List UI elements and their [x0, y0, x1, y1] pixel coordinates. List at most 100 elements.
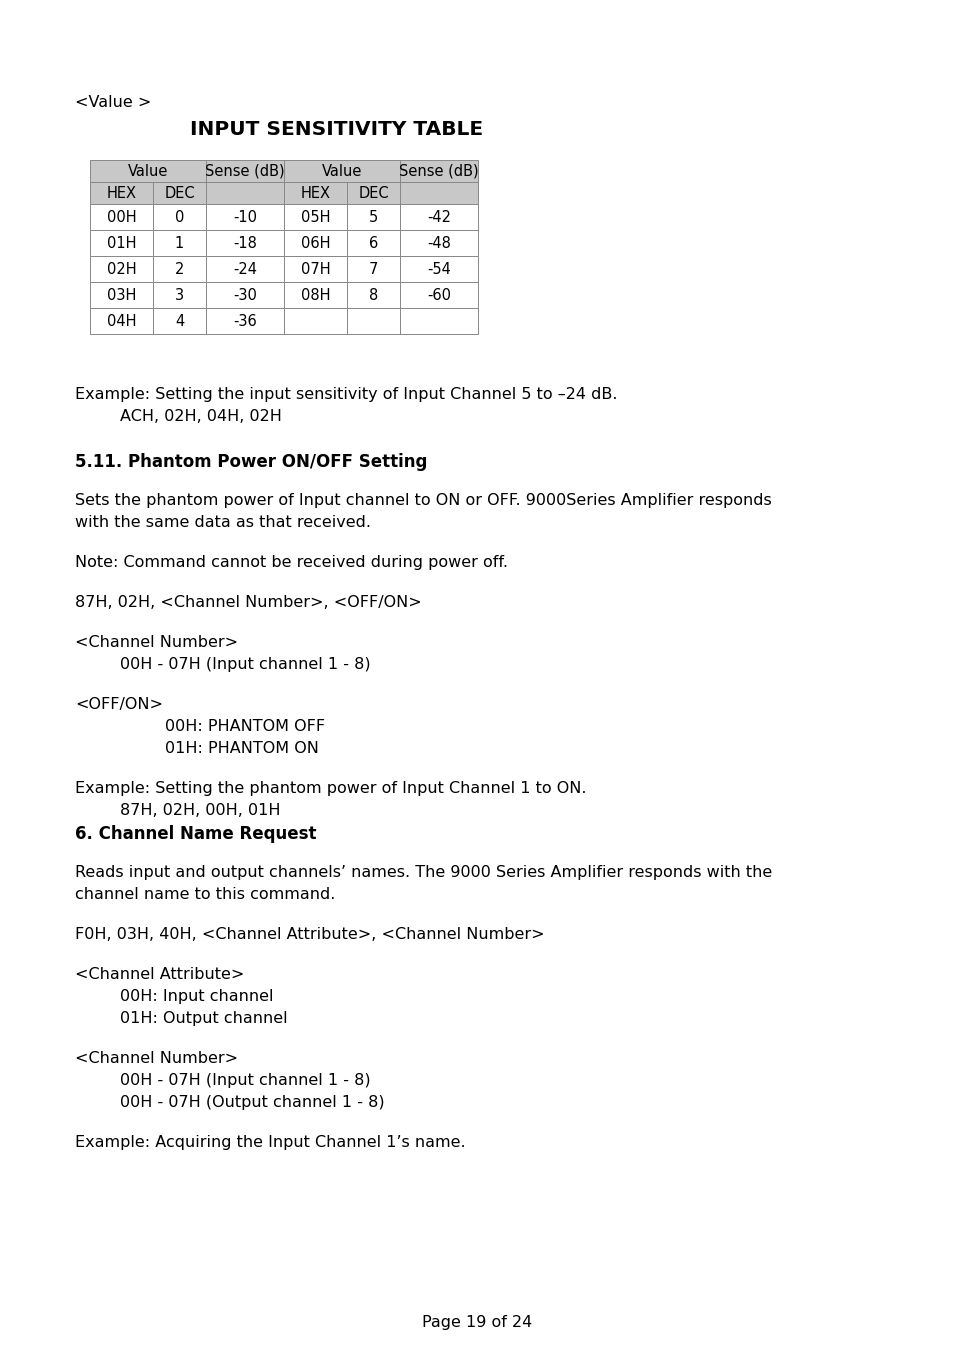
Text: Sense (dB): Sense (dB)	[398, 163, 478, 178]
Text: with the same data as that received.: with the same data as that received.	[75, 515, 371, 530]
Bar	[347, 282, 399, 308]
Text: 06H: 06H	[300, 235, 330, 250]
Text: INPUT SENSITIVITY TABLE: INPUT SENSITIVITY TABLE	[190, 120, 482, 139]
Text: 6: 6	[369, 235, 377, 250]
Text: <Channel Number>: <Channel Number>	[75, 1051, 238, 1066]
Text: -10: -10	[233, 209, 256, 224]
Bar	[399, 159, 477, 182]
Text: <OFF/ON>: <OFF/ON>	[75, 697, 163, 712]
Bar	[347, 255, 399, 282]
Bar	[90, 230, 152, 255]
Bar	[152, 182, 206, 204]
Text: -36: -36	[233, 313, 256, 328]
Bar	[152, 204, 206, 230]
Text: -30: -30	[233, 288, 256, 303]
Bar	[90, 308, 152, 334]
Bar	[206, 159, 284, 182]
Text: 04H: 04H	[107, 313, 136, 328]
Bar	[347, 308, 399, 334]
Text: 00H - 07H (Input channel 1 - 8): 00H - 07H (Input channel 1 - 8)	[120, 657, 370, 671]
Text: 07H: 07H	[300, 262, 330, 277]
Text: 03H: 03H	[107, 288, 136, 303]
Bar	[284, 308, 347, 334]
Text: 3: 3	[174, 288, 184, 303]
Text: 2: 2	[174, 262, 184, 277]
Text: ACH, 02H, 04H, 02H: ACH, 02H, 04H, 02H	[120, 409, 281, 424]
Text: Example: Setting the phantom power of Input Channel 1 to ON.: Example: Setting the phantom power of In…	[75, 781, 586, 796]
Text: 7: 7	[369, 262, 377, 277]
Text: 5: 5	[369, 209, 377, 224]
Bar	[284, 282, 347, 308]
Bar	[399, 182, 477, 204]
Bar	[284, 159, 399, 182]
Text: 08H: 08H	[300, 288, 330, 303]
Text: 00H: Input channel: 00H: Input channel	[120, 989, 274, 1004]
Text: 6. Channel Name Request: 6. Channel Name Request	[75, 825, 316, 843]
Text: 01H: PHANTOM ON: 01H: PHANTOM ON	[165, 740, 318, 757]
Bar	[90, 182, 152, 204]
Text: Value: Value	[128, 163, 168, 178]
Text: 00H - 07H (Input channel 1 - 8): 00H - 07H (Input channel 1 - 8)	[120, 1073, 370, 1088]
Bar	[152, 308, 206, 334]
Bar	[90, 255, 152, 282]
Text: 00H: PHANTOM OFF: 00H: PHANTOM OFF	[165, 719, 325, 734]
Bar	[90, 159, 206, 182]
Text: 0: 0	[174, 209, 184, 224]
Text: 4: 4	[174, 313, 184, 328]
Bar	[347, 230, 399, 255]
Text: 5.11. Phantom Power ON/OFF Setting: 5.11. Phantom Power ON/OFF Setting	[75, 453, 427, 471]
Text: -48: -48	[427, 235, 451, 250]
Text: channel name to this command.: channel name to this command.	[75, 888, 335, 902]
Bar	[347, 182, 399, 204]
Text: Value: Value	[321, 163, 362, 178]
Bar	[399, 282, 477, 308]
Text: Sets the phantom power of Input channel to ON or OFF. 9000Series Amplifier respo: Sets the phantom power of Input channel …	[75, 493, 771, 508]
Text: Example: Acquiring the Input Channel 1’s name.: Example: Acquiring the Input Channel 1’s…	[75, 1135, 465, 1150]
Text: -24: -24	[233, 262, 256, 277]
Text: DEC: DEC	[357, 185, 389, 200]
Text: 00H: 00H	[107, 209, 136, 224]
Bar	[90, 204, 152, 230]
Text: 01H: 01H	[107, 235, 136, 250]
Bar	[347, 204, 399, 230]
Bar	[152, 230, 206, 255]
Bar	[284, 255, 347, 282]
Text: <Channel Number>: <Channel Number>	[75, 635, 238, 650]
Text: 05H: 05H	[300, 209, 330, 224]
Bar	[399, 230, 477, 255]
Bar	[152, 282, 206, 308]
Text: Note: Command cannot be received during power off.: Note: Command cannot be received during …	[75, 555, 507, 570]
Text: -18: -18	[233, 235, 256, 250]
Bar	[399, 255, 477, 282]
Text: Sense (dB): Sense (dB)	[205, 163, 285, 178]
Text: -60: -60	[427, 288, 451, 303]
Text: Example: Setting the input sensitivity of Input Channel 5 to –24 dB.: Example: Setting the input sensitivity o…	[75, 386, 617, 403]
Text: F0H, 03H, 40H, <Channel Attribute>, <Channel Number>: F0H, 03H, 40H, <Channel Attribute>, <Cha…	[75, 927, 544, 942]
Text: -54: -54	[427, 262, 451, 277]
Bar	[90, 282, 152, 308]
Text: Page 19 of 24: Page 19 of 24	[421, 1315, 532, 1329]
Text: 1: 1	[174, 235, 184, 250]
Bar	[206, 230, 284, 255]
Text: 87H, 02H, 00H, 01H: 87H, 02H, 00H, 01H	[120, 802, 280, 817]
Text: <Value >: <Value >	[75, 95, 152, 109]
Bar	[284, 204, 347, 230]
Bar	[206, 282, 284, 308]
Bar	[152, 255, 206, 282]
Bar	[206, 308, 284, 334]
Text: 00H - 07H (Output channel 1 - 8): 00H - 07H (Output channel 1 - 8)	[120, 1096, 384, 1111]
Text: 8: 8	[369, 288, 377, 303]
Bar	[284, 230, 347, 255]
Text: HEX: HEX	[107, 185, 136, 200]
Bar	[399, 308, 477, 334]
Text: 87H, 02H, <Channel Number>, <OFF/ON>: 87H, 02H, <Channel Number>, <OFF/ON>	[75, 594, 421, 611]
Bar	[284, 182, 347, 204]
Text: 02H: 02H	[107, 262, 136, 277]
Bar	[399, 204, 477, 230]
Text: 01H: Output channel: 01H: Output channel	[120, 1011, 287, 1025]
Text: -42: -42	[427, 209, 451, 224]
Text: Reads input and output channels’ names. The 9000 Series Amplifier responds with : Reads input and output channels’ names. …	[75, 865, 771, 880]
Text: HEX: HEX	[300, 185, 330, 200]
Bar	[206, 204, 284, 230]
Bar	[206, 255, 284, 282]
